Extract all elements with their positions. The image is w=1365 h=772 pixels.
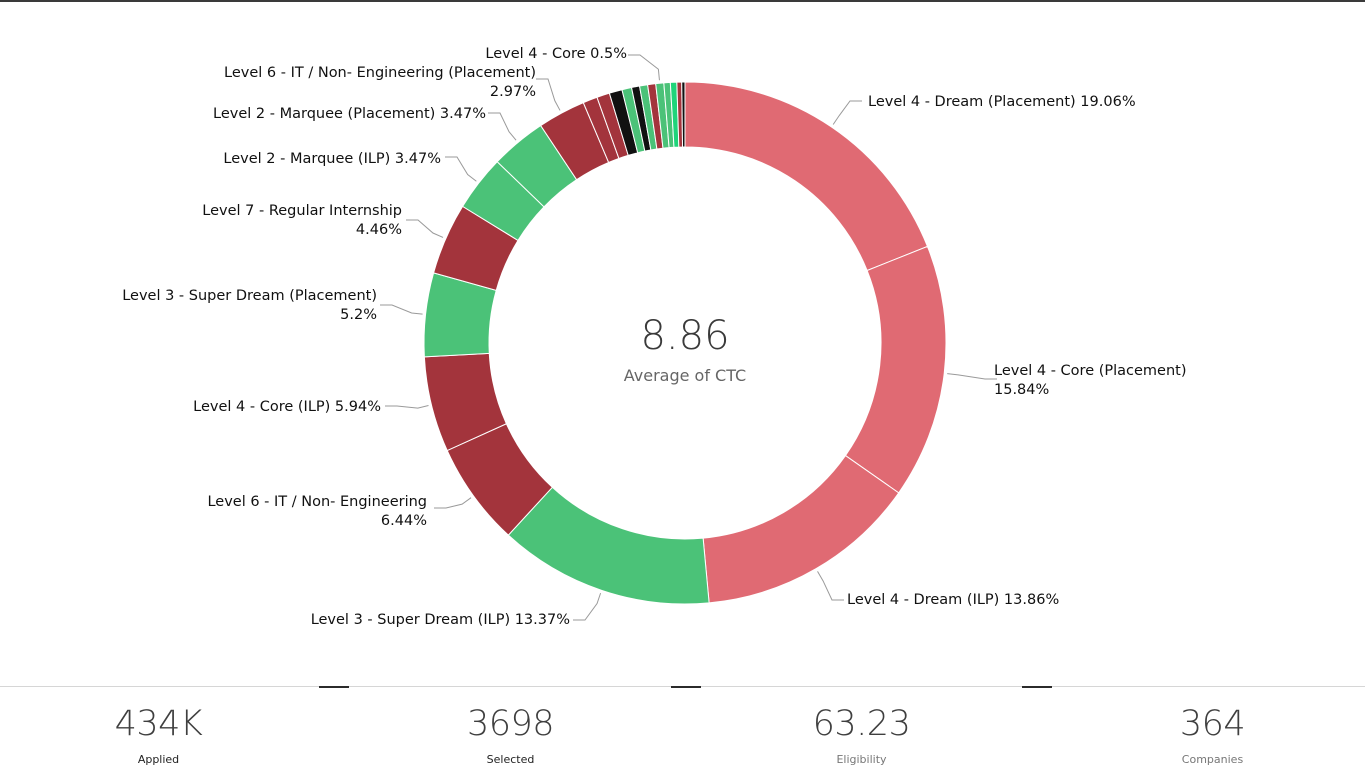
donut-slice[interactable] [681,81,686,148]
slice-percent-label: 15.84% [994,382,1049,398]
slice-label: Level 4 - Dream (ILP) 13.86% [847,592,1059,608]
center-label: Average of CTC [624,366,746,385]
slice-label: Level 4 - Dream (Placement) 19.06% [868,94,1136,110]
slice-percent-label: 4.46% [356,222,402,238]
leader-line [434,497,472,509]
slice-label: Level 4 - Core 0.5% [485,46,627,62]
donut-slices [423,81,947,605]
donut-chart[interactable]: Level 4 - Dream (Placement) 19.06% Level … [0,0,1365,686]
leader-line [445,156,477,182]
center-value: 8.86 [640,313,729,359]
kpi-label-applied: Applied [137,753,180,766]
slice-label: Level 6 - IT / Non- Engineering (Placeme… [224,65,536,81]
label-leader-lines [380,54,997,621]
donut-slice[interactable] [844,245,947,494]
kpi-label-companies: Companies [1181,753,1244,766]
leader-line [947,373,997,380]
kpi-card-companies[interactable]: 364 Companies [1042,687,1365,767]
leader-line [406,219,444,238]
divider-tick [671,686,701,688]
leader-line [573,592,602,621]
slice-percent-label: 6.44% [381,513,427,529]
divider-tick [319,686,349,688]
kpi-card-applied[interactable]: 434K Applied [0,687,329,767]
leader-line [817,571,844,601]
slice-label: Level 6 - IT / Non- Engineering [207,494,427,510]
kpi-label-selected: Selected [486,753,535,766]
kpi-value-selected: 3698 [466,704,555,744]
kpi-label-eligibility: Eligibility [836,753,887,766]
slice-label: Level 3 - Super Dream (ILP) 13.37% [311,612,570,628]
donut-slice[interactable] [702,454,900,604]
leader-line [536,78,561,111]
kpi-value-companies: 364 [1179,704,1246,744]
slice-percent-label: 2.97% [490,84,536,100]
kpi-card-eligibility[interactable]: 63.23 Eligibility [691,687,1032,767]
kpi-card-selected[interactable]: 3698 Selected [340,687,681,767]
slice-labels: Level 4 - Dream (Placement) 19.06% Level … [122,46,1186,628]
kpi-value-applied: 434K [114,704,203,744]
kpi-strip: 434K Applied 3698 Selected 63.23 Eligibi… [0,686,1365,772]
slice-label: Level 2 - Marquee (Placement) 3.47% [213,106,486,122]
leader-line [832,100,862,125]
slice-label: Level 7 - Regular Internship [202,203,402,219]
leader-line [488,112,517,141]
slice-label: Level 3 - Super Dream (Placement) [122,288,377,304]
slice-label: Level 2 - Marquee (ILP) 3.47% [223,151,441,167]
slice-label: Level 4 - Core (Placement) [994,363,1187,379]
donut-slice[interactable] [507,486,710,605]
top-border [0,0,1365,2]
slice-percent-label: 5.2% [340,307,377,323]
divider-tick [1022,686,1052,688]
slice-label: Level 4 - Core (ILP) 5.94% [193,399,381,415]
leader-line [385,404,429,409]
kpi-value-eligibility: 63.23 [812,704,911,744]
donut-slice[interactable] [684,81,929,272]
leader-line [380,304,423,315]
leader-line [628,54,660,81]
